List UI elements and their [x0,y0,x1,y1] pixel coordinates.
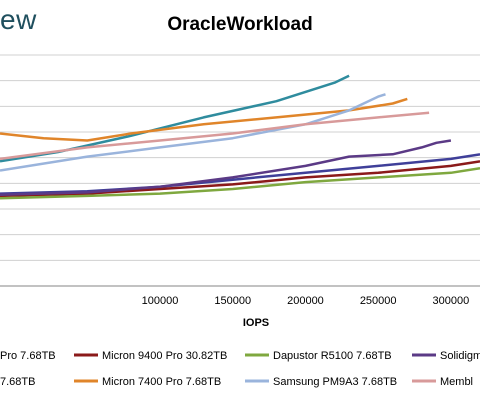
x-tick-label: 100000 [142,295,179,307]
legend-entry: Solidigm [440,350,480,362]
x-axis-label: IOPS [243,317,269,329]
x-tick-label: 150000 [214,295,251,307]
legend-entry: Micron 7400 Pro 7.68TB [102,376,221,388]
brand-logo-text: ew [0,4,37,35]
chart-title: OracleWorkload [167,14,313,35]
series-line [0,97,408,142]
series-line [0,74,350,163]
legend-entry: Micron 9400 Pro 30.82TB [102,350,227,362]
legend: Pro 7.68TB Micron 9400 Pro 30.82TB Dapusto… [0,350,480,388]
series-line [0,111,430,161]
series-line [0,166,480,200]
legend-entry: Samsung PM9A3 7.68TB [273,376,397,388]
x-tick-label: 250000 [360,295,397,307]
legend-entry: 7.68TB [0,376,35,388]
x-tick-label: 300000 [433,295,470,307]
series-lines [0,74,480,200]
legend-entry: Dapustor R5100 7.68TB [273,350,392,362]
x-axis-ticks: 100000 150000 200000 250000 300000 [142,295,470,307]
legend-entry: Membl [440,376,473,388]
series-line [0,93,386,172]
x-tick-label: 200000 [287,295,324,307]
series-line [0,160,480,198]
series-line [0,139,452,197]
legend-entry: Pro 7.68TB [0,350,56,362]
